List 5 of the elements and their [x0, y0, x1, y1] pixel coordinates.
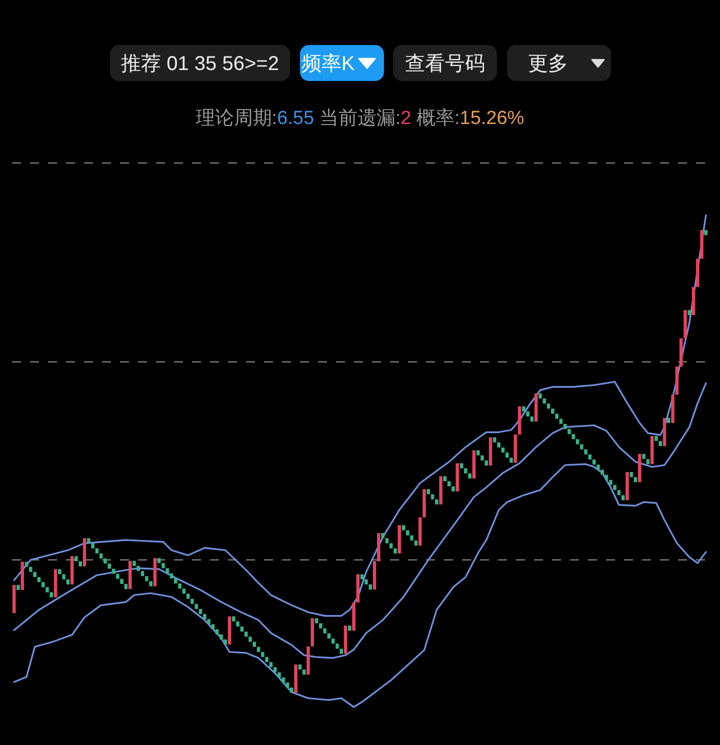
- subtitle: 理论周期:6.55 当前遗漏:2 概率:15.26%: [196, 108, 524, 129]
- button: 频率K: [300, 45, 384, 81]
- button: 更多: [507, 45, 611, 81]
- button: 推荐 01 35 56>=2: [110, 45, 290, 81]
- button: 查看号码: [393, 45, 497, 81]
